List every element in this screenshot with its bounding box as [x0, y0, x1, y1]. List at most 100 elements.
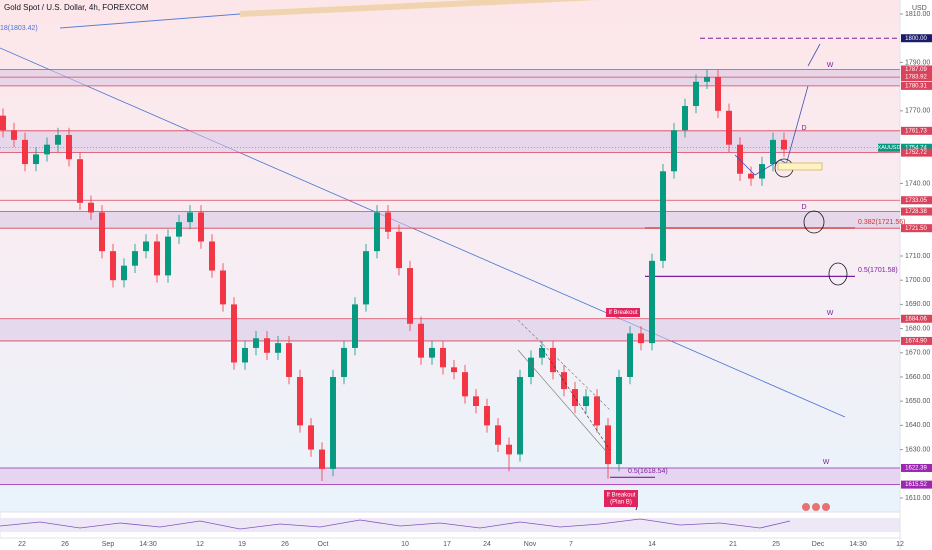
x-tick-label: 12	[196, 541, 204, 548]
candle-body	[539, 347, 545, 358]
rsi-band	[0, 518, 900, 532]
y-tick-label: 1770.00	[905, 108, 930, 115]
event-icon	[812, 503, 820, 511]
zone	[0, 69, 900, 86]
price-label-box	[901, 224, 932, 233]
candle-body	[264, 338, 270, 353]
candle-body	[286, 343, 292, 377]
x-tick-label: 17	[443, 541, 451, 548]
candle-body	[341, 347, 347, 377]
candle-body	[363, 251, 369, 305]
candle-body	[473, 396, 479, 407]
timeframe-mark: W	[823, 459, 830, 466]
candle-body	[11, 130, 17, 140]
price-label: 1615.52	[905, 482, 927, 488]
candle-body	[605, 425, 611, 465]
x-tick-label: 10	[401, 541, 409, 548]
breakout-box	[604, 490, 638, 507]
x-tick-label: 19	[238, 541, 246, 548]
x-tick-label: 7	[569, 541, 573, 548]
candle-body	[396, 231, 402, 269]
channel-line	[59, 13, 241, 29]
rsi-line	[0, 518, 791, 530]
zone	[0, 467, 900, 485]
candle-body	[198, 212, 204, 242]
x-tick-label: 14:30	[849, 541, 867, 548]
price-label-box	[901, 463, 932, 472]
candle-body	[517, 376, 523, 455]
timeframe-mark: W	[827, 310, 834, 317]
candle-body	[99, 212, 105, 252]
zone	[0, 211, 900, 229]
price-label-box	[901, 207, 932, 216]
price-label-box	[901, 81, 932, 90]
y-tick-label: 1670.00	[905, 350, 930, 357]
candle-body	[418, 323, 424, 358]
candle-body	[528, 357, 534, 377]
candle-body	[88, 202, 94, 213]
y-tick-label: 1640.00	[905, 422, 930, 429]
price-label: 1800.00	[905, 36, 927, 42]
x-tick-label: 25	[772, 541, 780, 548]
candle-body	[176, 222, 182, 237]
y-tick-label: 1660.00	[905, 374, 930, 381]
candle-body	[66, 135, 72, 160]
price-label-box	[901, 196, 932, 205]
price-label-box	[901, 34, 932, 43]
candle-body	[770, 139, 776, 165]
breakout-label: If Breakout	[606, 493, 635, 499]
y-tick-label: 1710.00	[905, 253, 930, 260]
x-tick-label: 14:30	[139, 541, 157, 548]
price-label-box	[901, 65, 932, 74]
y-tick-label: 1610.00	[905, 495, 930, 502]
candle-body	[495, 425, 501, 445]
candle-body	[44, 144, 50, 155]
candle-body	[550, 347, 556, 373]
candle-body	[671, 130, 677, 172]
candle-body	[627, 333, 633, 377]
price-label: 1728.38	[905, 209, 927, 215]
x-tick-label: 26	[281, 541, 289, 548]
x-tick-label: 22	[18, 541, 26, 548]
candle-body	[451, 367, 457, 373]
candle-body	[165, 236, 171, 276]
circle-marker	[828, 262, 848, 286]
candle-body	[704, 76, 710, 82]
candle-body	[638, 333, 644, 344]
y-tick-label: 1740.00	[905, 180, 930, 187]
x-tick-label: Nov	[524, 541, 537, 548]
zone	[0, 318, 900, 341]
timeframe-mark: D	[801, 125, 806, 132]
candle-body	[220, 270, 226, 305]
y-tick-label: 1810.00	[905, 11, 930, 18]
candle-body	[693, 81, 699, 106]
channel	[517, 349, 606, 451]
candle-body	[0, 115, 6, 131]
candle-body	[209, 241, 215, 271]
x-tick-label: Sep	[102, 541, 115, 548]
candle-body	[737, 144, 743, 174]
channel-line	[239, 0, 599, 17]
price-label: 1783.92	[905, 75, 927, 81]
candle-body	[319, 449, 325, 469]
price-label: 1787.09	[905, 67, 927, 73]
zone	[0, 130, 900, 153]
price-label: 1733.05	[905, 198, 927, 204]
candle-body	[759, 164, 765, 179]
candle-body	[242, 347, 248, 363]
candle-body	[154, 241, 160, 276]
candle-body	[440, 347, 446, 368]
price-label: 1752.72	[905, 150, 927, 156]
candle-body	[308, 425, 314, 450]
trendline	[0, 47, 846, 418]
circle-marker	[803, 210, 825, 234]
fib-label: 0.382(1721.56)	[858, 219, 905, 226]
candle-body	[726, 110, 732, 145]
path-projection	[734, 154, 791, 176]
timeframe-mark: W	[827, 62, 834, 69]
x-tick-label: Oct	[318, 541, 329, 548]
event-icon	[802, 503, 810, 511]
channel	[517, 319, 611, 411]
candle-body	[121, 265, 127, 281]
